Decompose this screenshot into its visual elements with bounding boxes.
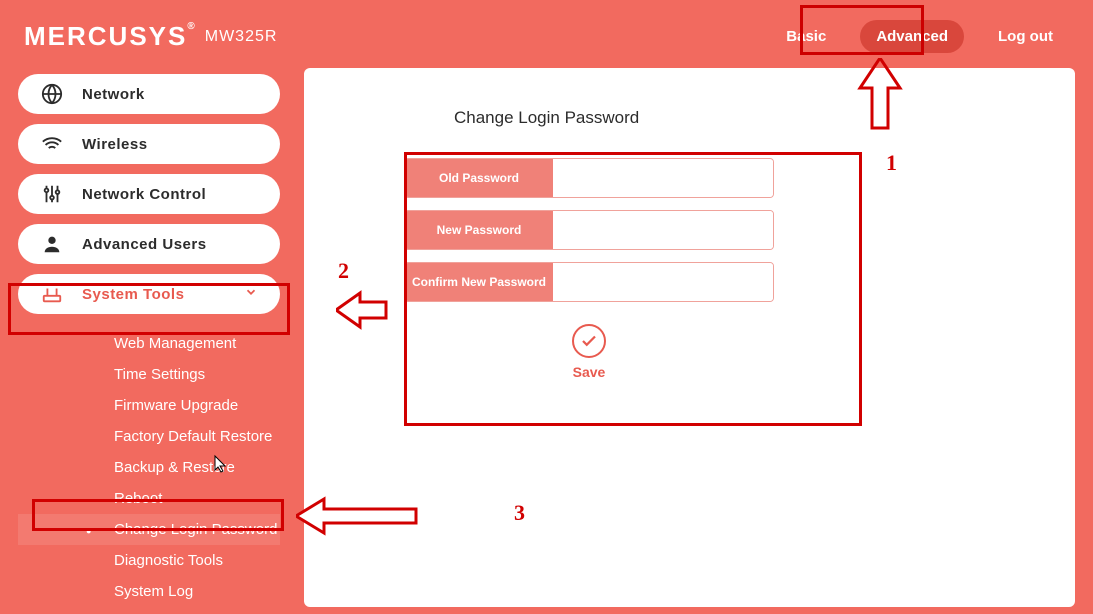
nav-advanced[interactable]: Advanced — [860, 20, 964, 53]
sliders-icon — [40, 182, 64, 206]
submenu-diagnostic[interactable]: Diagnostic Tools — [18, 545, 280, 576]
globe-icon — [40, 82, 64, 106]
chevron-down-icon — [244, 285, 258, 303]
submenu-backup-restore[interactable]: Backup & Restore — [18, 452, 280, 483]
sidebar-label: Advanced Users — [82, 236, 207, 253]
router-icon — [40, 282, 64, 306]
header: MERCUSYS® MW325R Basic Advanced Log out — [0, 0, 1093, 68]
save-button[interactable] — [572, 324, 606, 358]
brand-logo: MERCUSYS® — [24, 21, 197, 52]
old-password-label: Old Password — [405, 159, 553, 197]
new-password-label: New Password — [405, 211, 553, 249]
sidebar: Network Wireless Network Control Advance… — [18, 68, 280, 607]
nav-logout[interactable]: Log out — [998, 28, 1053, 45]
submenu: Web Management Time Settings Firmware Up… — [18, 324, 280, 607]
model-label: MW325R — [205, 28, 278, 46]
submenu-system-log[interactable]: System Log — [18, 576, 280, 607]
sidebar-label: System Tools — [82, 286, 184, 303]
sidebar-label: Network — [82, 86, 145, 103]
submenu-firmware-upgrade[interactable]: Firmware Upgrade — [18, 390, 280, 421]
new-password-input[interactable] — [553, 211, 773, 249]
save-wrap: Save — [404, 324, 774, 380]
nav-basic[interactable]: Basic — [786, 28, 826, 45]
header-nav: Basic Advanced Log out — [786, 20, 1053, 53]
user-icon — [40, 232, 64, 256]
sidebar-label: Network Control — [82, 186, 206, 203]
confirm-password-input[interactable] — [553, 263, 773, 301]
sidebar-item-wireless[interactable]: Wireless — [18, 124, 280, 164]
confirm-password-label: Confirm New Password — [405, 263, 553, 301]
sidebar-label: Wireless — [82, 136, 148, 153]
content-panel: Change Login Password Old Password New P… — [304, 68, 1075, 607]
field-confirm-password: Confirm New Password — [404, 262, 774, 302]
submenu-reboot[interactable]: Reboot — [18, 483, 280, 514]
sidebar-item-network[interactable]: Network — [18, 74, 280, 114]
save-label: Save — [404, 364, 774, 380]
panel-title: Change Login Password — [454, 108, 1015, 128]
submenu-time-settings[interactable]: Time Settings — [18, 359, 280, 390]
password-form: Old Password New Password Confirm New Pa… — [404, 158, 1015, 380]
field-new-password: New Password — [404, 210, 774, 250]
old-password-input[interactable] — [553, 159, 773, 197]
sidebar-item-advanced-users[interactable]: Advanced Users — [18, 224, 280, 264]
submenu-web-management[interactable]: Web Management — [18, 328, 280, 359]
sidebar-item-system-tools[interactable]: System Tools — [18, 274, 280, 314]
submenu-factory-default[interactable]: Factory Default Restore — [18, 421, 280, 452]
field-old-password: Old Password — [404, 158, 774, 198]
sidebar-item-network-control[interactable]: Network Control — [18, 174, 280, 214]
submenu-change-password[interactable]: Change Login Password — [18, 514, 280, 545]
wifi-icon — [40, 132, 64, 156]
